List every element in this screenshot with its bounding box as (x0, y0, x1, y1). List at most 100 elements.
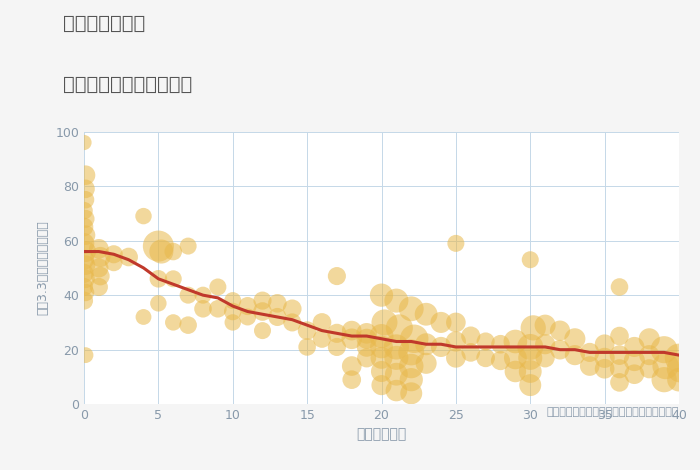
Point (242, 302, 253, 310)
Point (94, 272, 106, 280)
Point (614, 352, 625, 359)
Point (406, 376, 417, 384)
Point (80, 352, 91, 359)
Point (78, 256, 90, 264)
Point (554, 327, 566, 334)
Point (361, 354, 372, 361)
Point (510, 338, 521, 345)
Point (659, 376, 670, 384)
Point (599, 340, 610, 348)
Point (614, 283, 625, 291)
Point (272, 299, 283, 307)
Point (540, 321, 551, 329)
Point (93, 245, 104, 252)
Point (287, 305, 298, 313)
Point (510, 368, 521, 375)
Point (316, 335, 328, 343)
Point (168, 319, 179, 326)
Point (644, 335, 655, 343)
Point (257, 327, 268, 334)
Point (227, 308, 238, 315)
Point (331, 272, 342, 280)
Point (80, 231, 91, 239)
Point (391, 387, 402, 394)
Point (346, 376, 357, 384)
Point (80, 196, 91, 204)
Point (346, 327, 357, 334)
Point (406, 349, 417, 356)
Point (495, 340, 506, 348)
Point (379, 319, 390, 326)
Point (153, 243, 164, 250)
Text: 円の大きさは、取引のあった物件面積を示す: 円の大きさは、取引のあった物件面積を示す (547, 407, 679, 417)
Point (361, 343, 372, 351)
Point (331, 343, 342, 351)
Point (212, 305, 223, 313)
Point (675, 365, 686, 373)
Point (78, 223, 90, 231)
Point (435, 319, 447, 326)
Point (435, 343, 447, 351)
Point (78, 207, 90, 214)
Point (138, 313, 149, 321)
Point (450, 338, 461, 345)
Point (540, 340, 551, 348)
Point (80, 185, 91, 193)
Point (227, 297, 238, 305)
Point (525, 381, 536, 389)
Point (78, 297, 90, 305)
Point (168, 248, 179, 255)
Point (599, 365, 610, 373)
Point (80, 275, 91, 282)
Point (644, 365, 655, 373)
Point (629, 357, 640, 364)
Point (584, 362, 595, 370)
Point (480, 338, 491, 345)
Point (376, 354, 387, 361)
Point (80, 248, 91, 255)
Point (272, 313, 283, 321)
Point (212, 283, 223, 291)
Point (93, 264, 104, 272)
Point (614, 365, 625, 373)
Point (183, 243, 194, 250)
Point (153, 299, 164, 307)
Point (346, 335, 357, 343)
Point (525, 343, 536, 351)
Point (409, 335, 420, 343)
Point (78, 270, 90, 277)
Point (153, 275, 164, 282)
Point (391, 343, 402, 351)
Point (197, 305, 209, 313)
Point (406, 362, 417, 370)
Point (80, 289, 91, 296)
Point (569, 352, 580, 359)
Point (495, 357, 506, 364)
Point (376, 343, 387, 351)
Point (614, 379, 625, 386)
Point (450, 240, 461, 247)
Point (660, 362, 671, 370)
Point (138, 212, 149, 220)
Point (183, 321, 194, 329)
Point (93, 283, 104, 291)
Point (554, 346, 566, 353)
Point (584, 349, 595, 356)
Point (331, 329, 342, 337)
Point (376, 381, 387, 389)
Point (108, 251, 119, 258)
Point (673, 376, 685, 384)
Point (644, 352, 655, 359)
Point (629, 343, 640, 351)
Point (525, 368, 536, 375)
Point (346, 362, 357, 370)
Point (94, 253, 106, 261)
Point (480, 354, 491, 361)
Point (316, 319, 328, 326)
Point (673, 354, 685, 361)
Point (197, 291, 209, 299)
Point (376, 332, 387, 340)
Point (525, 256, 536, 264)
Y-axis label: 坪（3.3㎡）単価（万円）: 坪（3.3㎡）単価（万円） (36, 220, 50, 315)
Point (376, 291, 387, 299)
